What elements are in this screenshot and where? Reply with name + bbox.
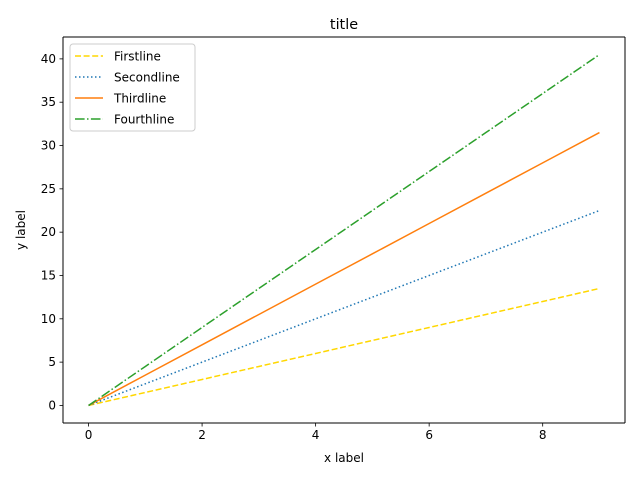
legend-label-3: Thirdline [113, 92, 166, 106]
y-tick-label: 25 [41, 182, 56, 196]
y-tick-label: 30 [41, 139, 56, 153]
chart-title: title [330, 17, 358, 33]
y-tick-label: 5 [48, 355, 56, 369]
x-axis-label: x label [324, 451, 364, 465]
y-tick-label: 10 [41, 312, 56, 326]
series-line-1 [88, 287, 600, 407]
plot-area: 0 2 4 6 8 0 5 10 15 20 25 30 35 40 [41, 36, 626, 442]
legend: Firstline Secondline Thirdline Fourthline [69, 43, 196, 132]
series-line-3 [88, 131, 600, 407]
series-line-4 [88, 53, 600, 407]
legend-entries: Firstline Secondline Thirdline Fourthline [75, 50, 180, 127]
y-tick-label: 40 [41, 52, 56, 66]
y-tick-label: 15 [41, 268, 56, 282]
y-tick-label: 0 [48, 398, 56, 412]
x-tick-label: 4 [312, 428, 320, 442]
x-tick-label: 2 [198, 428, 206, 442]
y-axis-ticks: 0 5 10 15 20 25 30 35 40 [41, 52, 63, 412]
series-layer [88, 53, 600, 407]
x-axis-ticks: 0 2 4 6 8 [85, 423, 547, 442]
x-tick-label: 6 [425, 428, 433, 442]
y-tick-label: 20 [41, 225, 56, 239]
legend-label-4: Fourthline [114, 113, 174, 127]
legend-label-2: Secondline [114, 71, 180, 85]
x-tick-label: 8 [539, 428, 547, 442]
x-tick-label: 0 [85, 428, 93, 442]
y-tick-label: 35 [41, 95, 56, 109]
series-line-2 [88, 209, 600, 407]
legend-label-1: Firstline [114, 50, 161, 64]
legend-box [69, 43, 196, 132]
axes-frame [62, 36, 626, 424]
y-axis-label: y label [14, 210, 28, 250]
